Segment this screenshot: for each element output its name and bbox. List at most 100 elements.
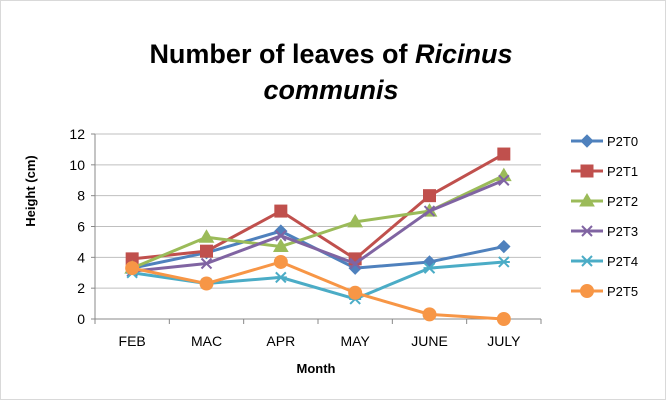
data-point-p2t5-may — [348, 285, 363, 300]
data-point-p2t3-may-shape — [349, 257, 361, 270]
gridlines — [95, 133, 541, 320]
data-point-p2t3-mac — [200, 257, 213, 270]
data-point-p2t4-apr-shape — [274, 271, 287, 284]
data-point-p2t5-apr-shape — [273, 254, 288, 269]
data-point-p2t5-feb — [125, 261, 140, 276]
axes: 0 2 4 6 8 10 12 FEB MAC APR MAY JUNE JULY — [69, 126, 542, 349]
legend-label-p2t2: P2T2 — [607, 194, 638, 209]
data-point-p2t4-july — [497, 256, 510, 268]
data-point-p2t3-apr — [275, 230, 287, 242]
data-point-p2t1-apr-shape — [274, 204, 288, 218]
legend-marker-p2t4 — [581, 255, 593, 267]
x-tick-label-june: JUNE — [411, 333, 448, 349]
data-point-p2t1-june — [423, 189, 436, 203]
legend-label-p2t0: P2T0 — [607, 134, 638, 149]
data-point-p2t1-july-shape — [497, 147, 511, 161]
legend-item-p2t4: P2T4 — [571, 254, 638, 269]
y-tick-label: 10 — [69, 157, 85, 173]
data-point-p2t4-july-shape — [497, 256, 510, 268]
x-tick-label-july: JULY — [487, 333, 521, 349]
data-point-p2t3-july — [498, 174, 510, 186]
data-point-p2t3-may — [349, 257, 361, 270]
y-tick-label: 4 — [77, 249, 85, 265]
legend-label-p2t3: P2T3 — [607, 224, 638, 239]
data-point-p2t4-apr — [274, 271, 287, 284]
data-point-p2t1-apr — [274, 204, 288, 218]
legend-marker-p2t3 — [581, 225, 593, 237]
legend-item-p2t2: P2T2 — [571, 193, 638, 209]
x-axis-title: Month — [297, 361, 336, 376]
legend-item-p2t5: P2T5 — [571, 284, 638, 299]
legend-marker-p2t0 — [580, 134, 594, 148]
data-point-p2t0-july-shape — [497, 239, 511, 254]
legend-label-p2t4: P2T4 — [607, 254, 638, 269]
data-point-p2t2-apr — [272, 238, 289, 253]
data-point-p2t5-june — [422, 307, 437, 322]
y-tick-label: 12 — [69, 126, 85, 142]
x-tick-label-feb: FEB — [119, 333, 146, 349]
series-line-p2t3 — [132, 178, 505, 273]
data-point-p2t1-june-shape — [423, 189, 436, 203]
data-point-p2t2-apr-shape — [272, 238, 289, 253]
data-point-p2t3-mac-shape — [200, 257, 213, 270]
legend-label-p2t1: P2T1 — [607, 164, 638, 179]
data-point-p2t5-july-shape — [496, 312, 511, 326]
legend-item-p2t1: P2T1 — [571, 164, 638, 179]
data-point-p2t1-july — [497, 147, 511, 161]
x-tick-label-apr: APR — [266, 333, 295, 349]
series-line-p2t1 — [132, 152, 505, 261]
legend-marker-p2t1 — [580, 164, 594, 178]
chart-title-line1: Number of leaves of Ricinus — [149, 39, 512, 69]
data-point-p2t0-july — [497, 239, 511, 254]
data-point-p2t3-june — [423, 205, 436, 217]
legend-marker-p2t2 — [579, 193, 595, 207]
legend-label-p2t5: P2T5 — [607, 284, 638, 299]
data-point-p2t5-mac — [199, 276, 214, 291]
legend-marker-p2t4-shape — [581, 255, 593, 267]
data-point-p2t5-june-shape — [422, 307, 437, 322]
y-tick-label: 6 — [77, 219, 85, 235]
legend-marker-p2t5-shape — [580, 284, 594, 298]
y-axis-title: Height (cm) — [23, 155, 38, 227]
legend-marker-p2t5 — [580, 284, 594, 298]
y-tick-label: 8 — [77, 188, 85, 204]
chart-title-line2: communis — [263, 75, 398, 105]
x-tick-label-mac: MAC — [191, 333, 222, 349]
data-point-p2t3-july-shape — [498, 174, 510, 186]
data-point-p2t1-mac-shape — [200, 244, 213, 258]
data-point-p2t2-july-shape — [495, 167, 512, 182]
legend-marker-p2t1-shape — [580, 164, 594, 178]
chart-title-italic-1: Ricinus — [415, 39, 513, 69]
data-point-p2t5-mac-shape — [199, 276, 214, 291]
series-layer — [124, 147, 512, 326]
data-point-p2t3-apr-shape — [275, 230, 287, 242]
series-p2t5 — [125, 254, 511, 326]
legend: P2T0 P2T1 P2T2 P2T3 P2T4 P2T5 — [571, 134, 638, 299]
data-point-p2t5-july — [496, 312, 511, 326]
y-tick-label: 0 — [77, 311, 85, 327]
data-point-p2t4-june-shape — [423, 262, 436, 274]
data-point-p2t3-june-shape — [423, 205, 436, 217]
data-point-p2t2-may — [347, 213, 364, 228]
legend-marker-p2t3-shape — [581, 225, 593, 237]
series-p2t3 — [126, 174, 510, 277]
legend-item-p2t3: P2T3 — [571, 224, 638, 239]
chart-title-plain: Number of leaves of — [149, 39, 415, 69]
data-point-p2t2-may-shape — [347, 213, 364, 228]
data-point-p2t2-mac — [198, 229, 215, 243]
data-point-p2t4-june — [423, 262, 436, 274]
data-point-p2t5-apr — [273, 254, 288, 269]
legend-marker-p2t0-shape — [580, 134, 594, 148]
data-point-p2t1-mac — [200, 244, 213, 258]
data-point-p2t5-feb-shape — [125, 261, 140, 276]
series-line-p2t5 — [131, 260, 504, 321]
data-point-p2t5-may-shape — [348, 285, 363, 300]
legend-marker-p2t2-shape — [579, 193, 595, 207]
data-point-p2t2-mac-shape — [198, 229, 215, 243]
series-p2t4 — [126, 256, 510, 305]
legend-item-p2t0: P2T0 — [571, 134, 638, 149]
x-tick-label-may: MAY — [341, 333, 371, 349]
data-point-p2t2-july — [495, 167, 512, 182]
